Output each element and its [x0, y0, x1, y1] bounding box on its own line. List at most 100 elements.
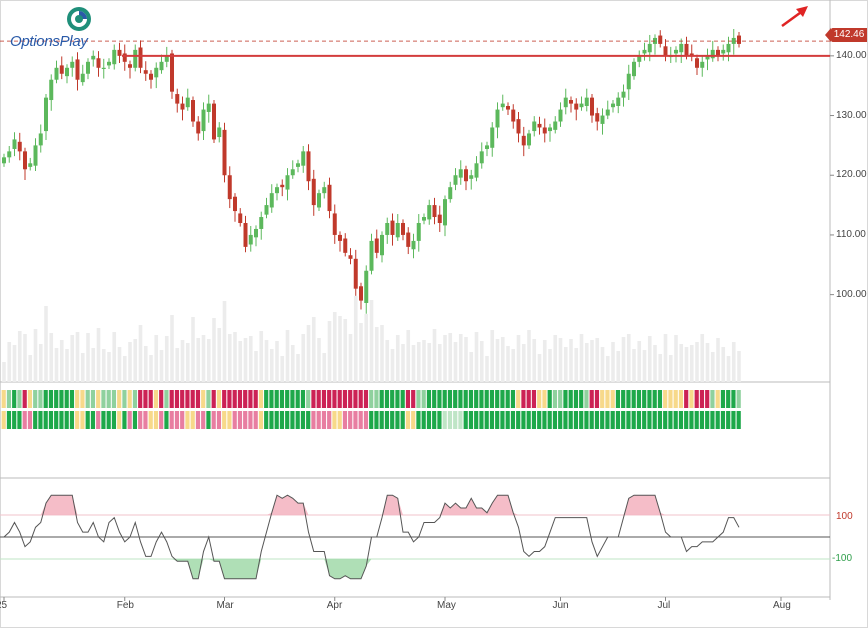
candle-body	[301, 151, 306, 166]
candle-body	[86, 61, 90, 74]
candle-body	[243, 222, 248, 247]
volume-bar	[668, 355, 673, 382]
signal-cell-top	[411, 390, 416, 408]
signal-cell-bottom	[190, 411, 195, 429]
signal-cell-bottom	[264, 411, 269, 429]
signal-cell-top	[384, 390, 390, 408]
signal-cell-bottom	[374, 411, 379, 429]
signal-cell-top	[395, 390, 400, 408]
candle-body	[259, 217, 264, 229]
signal-cell-top	[253, 390, 258, 408]
signal-cell-bottom	[468, 411, 474, 429]
candle-body	[343, 238, 348, 253]
candle-body	[679, 43, 684, 53]
candle-body	[359, 286, 363, 301]
signal-cell-top	[69, 390, 75, 408]
signal-cell-bottom	[710, 411, 715, 429]
signal-cell-top	[705, 390, 710, 408]
volume-bar	[33, 329, 38, 382]
signal-cell-bottom	[621, 411, 626, 429]
volume-bar	[401, 344, 405, 382]
x-tick-label: Apr	[326, 600, 343, 611]
signal-cell-bottom	[447, 411, 453, 429]
candle-body	[437, 214, 442, 223]
y-tick-label: 110.00	[836, 228, 866, 240]
signal-cell-bottom	[96, 411, 101, 429]
signal-cell-bottom	[426, 411, 432, 429]
candle-body	[553, 121, 558, 130]
candle-body	[175, 94, 180, 104]
candle-body	[542, 127, 547, 134]
volume-bar	[191, 317, 195, 382]
volume-bar	[443, 335, 447, 382]
volume-bar	[495, 339, 500, 382]
signal-cell-top	[111, 390, 117, 408]
candle-body	[642, 49, 647, 54]
signal-cell-top	[342, 390, 348, 408]
candle-body	[495, 109, 500, 128]
signal-cell-bottom	[195, 411, 201, 429]
volume-bar	[705, 343, 710, 382]
signal-cell-bottom	[699, 411, 705, 429]
volume-bar	[637, 341, 642, 382]
candle-body	[196, 121, 201, 134]
signal-cell-bottom	[75, 411, 80, 429]
volume-bar	[70, 335, 75, 382]
signal-cell-top	[547, 390, 552, 408]
signal-cell-top	[80, 390, 85, 408]
volume-bar	[2, 362, 6, 382]
volume-bar	[590, 340, 594, 382]
signal-cell-bottom	[573, 411, 579, 429]
volume-bar	[527, 330, 531, 382]
volume-bar	[616, 351, 621, 382]
signal-cell-bottom	[663, 411, 668, 429]
signal-cell-top	[132, 390, 138, 408]
signal-cell-bottom	[253, 411, 258, 429]
signal-cell-bottom	[684, 411, 689, 429]
signal-cell-bottom	[64, 411, 69, 429]
candle-body	[149, 73, 153, 80]
candle-body	[49, 79, 54, 101]
signal-cell-bottom	[132, 411, 138, 429]
signal-cell-top	[663, 390, 668, 408]
signal-cell-bottom	[363, 411, 369, 429]
candle-body	[17, 141, 22, 152]
signal-cell-top	[43, 390, 48, 408]
candle-body	[479, 151, 484, 164]
candle-body	[584, 97, 589, 106]
signal-cell-top	[657, 390, 663, 408]
candle-body	[206, 103, 211, 112]
candle-body	[112, 49, 117, 65]
signal-cell-top	[636, 390, 642, 408]
candle-body	[70, 61, 75, 68]
volume-bar	[642, 350, 647, 382]
volume-bar	[206, 339, 211, 382]
candle-body	[254, 228, 258, 238]
candle-body	[264, 205, 269, 215]
candle-body	[385, 222, 390, 235]
volume-bar	[327, 321, 332, 382]
signal-cell-bottom	[316, 411, 321, 429]
signal-cell-top	[736, 390, 741, 408]
candle-body	[227, 175, 232, 200]
signal-cell-top	[573, 390, 579, 408]
signal-cell-top	[348, 390, 353, 408]
volume-bar	[38, 344, 43, 382]
signal-cell-top	[101, 390, 106, 408]
signal-cell-bottom	[474, 411, 479, 429]
signal-cell-top	[96, 390, 101, 408]
signal-cell-bottom	[169, 411, 174, 429]
volume-bar	[737, 351, 741, 382]
candle-body	[574, 103, 579, 110]
candle-body	[737, 35, 741, 44]
candle-body	[222, 129, 227, 176]
y-tick-label: 140.00	[836, 49, 867, 61]
signal-cell-top	[652, 390, 657, 408]
candle-body	[332, 213, 337, 235]
signal-cell-top	[143, 390, 148, 408]
signal-cell-top	[311, 390, 316, 408]
signal-cell-top	[153, 390, 159, 408]
volume-bar	[490, 330, 495, 382]
signal-cell-top	[300, 390, 306, 408]
signal-cell-top	[363, 390, 369, 408]
